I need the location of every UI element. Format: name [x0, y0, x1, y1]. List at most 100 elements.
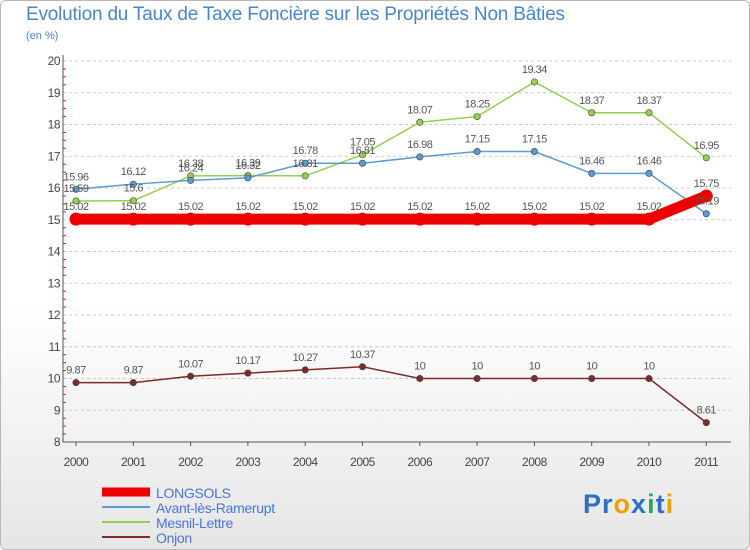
data-label: 15.02	[235, 201, 260, 213]
data-point	[129, 180, 137, 188]
data-label: 16.24	[178, 162, 203, 174]
data-label: 15.02	[350, 201, 375, 213]
data-point	[588, 374, 596, 382]
legend-label-longsols: LONGSOLS	[156, 485, 231, 501]
data-label: 10.17	[235, 355, 260, 367]
legend-swatch-mesnil-lettre	[102, 521, 150, 523]
logo-letter: P	[583, 489, 603, 519]
data-point	[69, 212, 83, 226]
data-point	[473, 147, 481, 155]
data-point	[585, 212, 599, 226]
data-label: 18.37	[636, 95, 661, 107]
x-tick-label: 2002	[178, 455, 204, 469]
data-label: 15.02	[178, 201, 203, 213]
logo-letter: i	[647, 489, 656, 519]
series-line	[75, 366, 708, 424]
y-tick-label: 10	[48, 372, 61, 386]
data-label: 15.02	[522, 201, 547, 213]
data-label: 15.02	[579, 201, 604, 213]
legend-label-onjon: Onjon	[156, 530, 192, 546]
data-label: 15.96	[63, 171, 88, 183]
data-point	[72, 197, 80, 205]
logo-letter: o	[613, 489, 632, 519]
legend-label-mesnil-lettre: Mesnil-Lettre	[156, 515, 234, 531]
y-tick-label: 13	[48, 276, 61, 290]
data-point	[72, 185, 80, 193]
data-label: 9.87	[124, 365, 144, 377]
data-label: 16.81	[293, 158, 318, 170]
data-label: 16.78	[293, 145, 318, 157]
data-label: 15.02	[636, 201, 661, 213]
data-point	[301, 159, 309, 167]
y-tick-label: 9	[54, 403, 61, 417]
data-label: 16.12	[121, 166, 146, 178]
data-point	[473, 374, 481, 382]
data-point	[530, 78, 538, 86]
data-point	[356, 212, 369, 226]
data-label: 15.6	[124, 183, 144, 195]
logo-letter: t	[655, 489, 666, 519]
data-point	[358, 151, 366, 159]
data-point	[702, 210, 710, 218]
data-label: 15.59	[63, 183, 88, 195]
data-label: 10.07	[178, 358, 203, 370]
data-label: 16.32	[235, 160, 260, 172]
x-tick-label: 2000	[64, 455, 90, 469]
legend-swatch-longsols	[102, 487, 150, 497]
data-label: 17.05	[350, 137, 375, 149]
data-point	[473, 113, 481, 121]
data-point	[416, 374, 424, 382]
data-point	[416, 153, 424, 161]
x-tick-label: 2006	[407, 455, 433, 469]
y-tick-label: 18	[48, 118, 61, 132]
data-label: 17.15	[465, 133, 490, 145]
data-point	[527, 212, 541, 226]
data-point	[416, 118, 424, 126]
series-line	[75, 150, 708, 215]
y-tick-label: 15	[48, 213, 61, 227]
data-label: 15.02	[63, 201, 88, 213]
x-tick-label: 2009	[579, 455, 605, 469]
data-point	[413, 212, 427, 226]
chart-subtitle: (en %)	[26, 30, 59, 42]
data-point	[187, 372, 195, 380]
legend-swatch-onjon	[102, 536, 150, 538]
data-label: 16.95	[694, 140, 719, 152]
y-tick-label: 20	[48, 54, 61, 68]
y-tick-label: 12	[48, 308, 61, 322]
data-point	[530, 147, 538, 155]
x-tick-label: 2001	[121, 455, 147, 469]
logo-letter: r	[602, 489, 614, 519]
data-label: 16.98	[407, 139, 432, 151]
data-point	[358, 159, 366, 167]
data-point	[129, 379, 137, 387]
data-point	[129, 197, 137, 205]
y-tick-label: 11	[49, 340, 61, 354]
data-label: 18.25	[465, 99, 490, 111]
data-point	[642, 212, 656, 226]
data-label: 10.37	[350, 349, 375, 361]
y-tick-label: 16	[48, 181, 61, 195]
x-tick-label: 2010	[637, 455, 663, 469]
data-point	[241, 212, 255, 226]
data-label: 16.81	[350, 145, 375, 157]
data-point	[470, 212, 484, 226]
data-label: 19.34	[522, 64, 547, 76]
data-label: 15.02	[293, 201, 318, 213]
legend-swatch-avant-les-ramerupt	[102, 506, 150, 508]
data-label: 10.27	[293, 352, 318, 364]
data-label: 10	[414, 361, 426, 373]
y-tick-label: 17	[48, 149, 61, 163]
legend-label-avant-les-ramerupt: Avant-lès-Ramerupt	[156, 500, 275, 516]
series-line	[75, 81, 708, 202]
data-label: 15.02	[407, 201, 432, 213]
logo-letter: x	[631, 489, 648, 519]
data-label: 16.46	[636, 155, 661, 167]
data-label: 15.02	[465, 201, 490, 213]
y-tick-label: 8	[54, 435, 61, 449]
data-label: 16.38	[178, 158, 203, 170]
data-point	[72, 379, 80, 387]
data-point	[244, 174, 252, 182]
data-point	[301, 172, 309, 180]
